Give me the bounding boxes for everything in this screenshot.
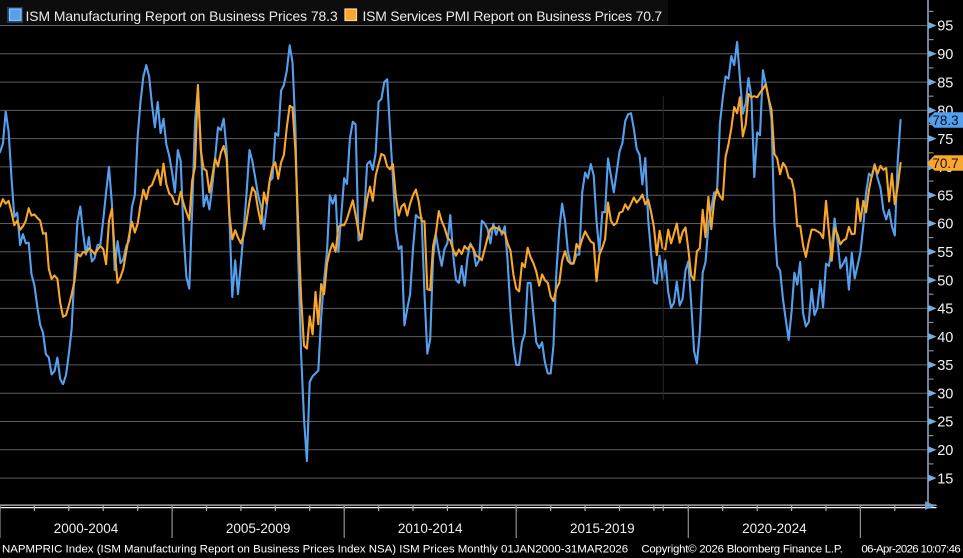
svg-text:78.3: 78.3: [932, 113, 958, 128]
svg-text:2020-2024: 2020-2024: [742, 521, 807, 536]
svg-text:60: 60: [937, 217, 953, 233]
svg-text:20: 20: [937, 443, 953, 459]
svg-text:2000-2004: 2000-2004: [54, 521, 119, 536]
svg-text:ISM Services PMI Report on Bus: ISM Services PMI Report on Business Pric…: [363, 8, 663, 24]
svg-text:ISM Manufacturing Report on Bu: ISM Manufacturing Report on Business Pri…: [26, 8, 338, 24]
svg-text:70.7: 70.7: [932, 156, 958, 171]
svg-text:06-Apr-2026 10:07:46: 06-Apr-2026 10:07:46: [861, 544, 960, 556]
svg-text:55: 55: [937, 245, 953, 261]
svg-text:40: 40: [937, 330, 953, 346]
svg-text:85: 85: [937, 75, 953, 91]
svg-text:15: 15: [937, 471, 953, 487]
svg-text:90: 90: [937, 47, 953, 63]
svg-text:2005-2009: 2005-2009: [226, 521, 291, 536]
svg-text:NAPMPRIC Index (ISM Manufactur: NAPMPRIC Index (ISM Manufacturing Report…: [2, 544, 628, 556]
svg-text:Copyright© 2026 Bloomberg Fina: Copyright© 2026 Bloomberg Finance L.P.: [641, 544, 842, 556]
svg-text:65: 65: [937, 188, 953, 204]
svg-text:30: 30: [937, 386, 953, 402]
svg-text:45: 45: [937, 302, 953, 318]
svg-text:50: 50: [937, 273, 953, 289]
svg-text:25: 25: [937, 415, 953, 431]
svg-text:35: 35: [937, 358, 953, 374]
svg-text:95: 95: [937, 19, 953, 35]
svg-text:75: 75: [937, 132, 953, 148]
svg-text:2015-2019: 2015-2019: [570, 521, 635, 536]
svg-text:2010-2014: 2010-2014: [398, 521, 463, 536]
